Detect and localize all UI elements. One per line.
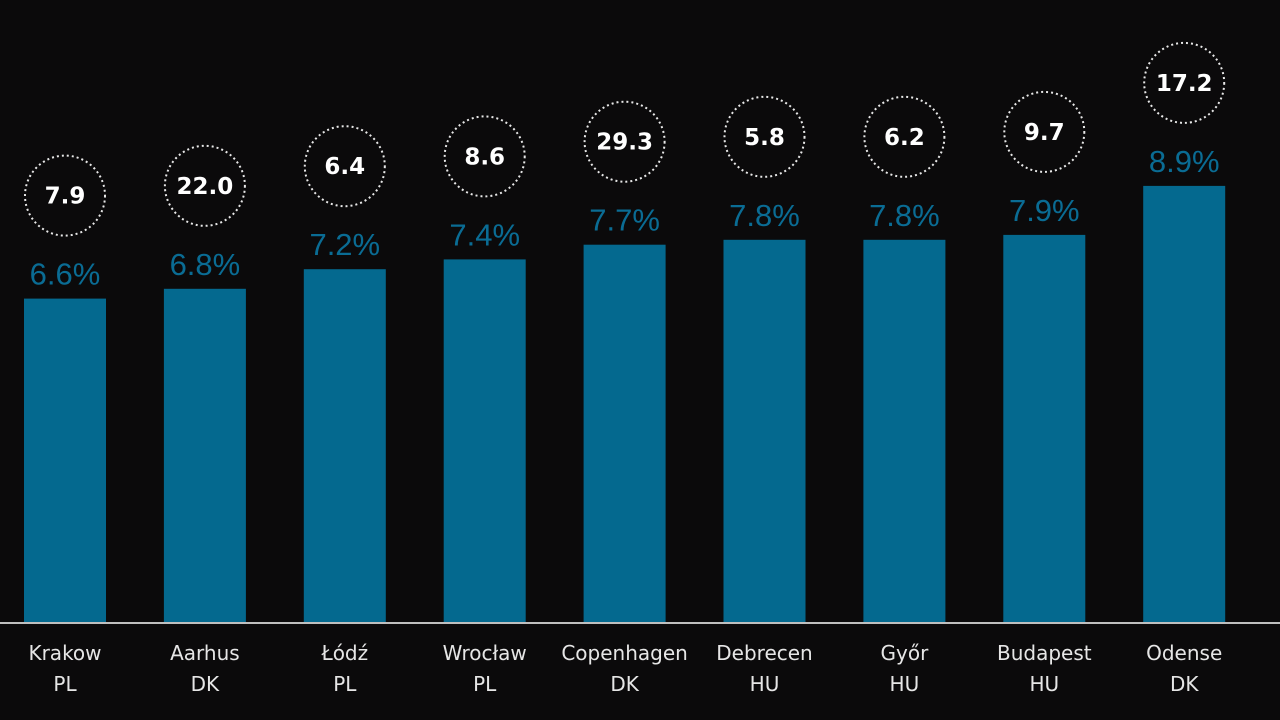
category-label-city: Krakow bbox=[28, 641, 101, 665]
bar bbox=[24, 298, 106, 622]
bar bbox=[443, 259, 526, 622]
category-label-city: Debrecen bbox=[716, 641, 812, 665]
data-label: 6.6% bbox=[30, 257, 101, 292]
badge-circle bbox=[863, 95, 946, 178]
bar bbox=[863, 239, 946, 623]
bar bbox=[723, 239, 806, 623]
badge-circle bbox=[303, 125, 386, 208]
category-label-city: Budapest bbox=[997, 641, 1092, 665]
badge-value: 22.0 bbox=[177, 174, 234, 200]
badge-circle bbox=[1003, 90, 1086, 173]
badge-circle bbox=[443, 115, 526, 198]
badge-value: 7.9 bbox=[45, 184, 86, 210]
badge-value: 6.4 bbox=[324, 154, 365, 180]
data-label: 7.4% bbox=[449, 217, 520, 252]
badge-value: 9.7 bbox=[1024, 120, 1065, 146]
category-label-city: Odense bbox=[1146, 641, 1222, 665]
category-label-country: PL bbox=[473, 672, 497, 696]
category-label-country: PL bbox=[53, 672, 77, 696]
category-label-country: HU bbox=[890, 672, 920, 696]
badge-value: 17.2 bbox=[1156, 71, 1213, 97]
category-label-city: Győr bbox=[881, 641, 930, 665]
badge-value: 29.3 bbox=[596, 130, 653, 156]
category-label-country: HU bbox=[1029, 672, 1059, 696]
bar bbox=[1143, 185, 1226, 622]
category-label-country: DK bbox=[1170, 672, 1199, 696]
bar bbox=[303, 269, 386, 622]
badge-circle bbox=[24, 154, 106, 237]
data-label: 7.2% bbox=[309, 227, 380, 262]
data-label: 7.9% bbox=[1009, 193, 1080, 228]
badge-circle bbox=[163, 144, 246, 227]
bar bbox=[583, 244, 666, 622]
badge-value: 8.6 bbox=[464, 144, 505, 170]
data-label: 7.8% bbox=[869, 198, 940, 233]
data-label: 6.8% bbox=[170, 247, 241, 282]
data-label: 7.7% bbox=[589, 203, 660, 238]
data-label: 8.9% bbox=[1149, 144, 1220, 179]
badge-value: 5.8 bbox=[744, 125, 785, 151]
badge-circle bbox=[723, 95, 806, 178]
badge-circle bbox=[583, 100, 666, 183]
category-label-country: HU bbox=[750, 672, 780, 696]
badge-circle bbox=[1143, 41, 1226, 124]
category-label-city: Copenhagen bbox=[561, 641, 687, 665]
bar bbox=[1003, 234, 1086, 622]
bar bbox=[163, 288, 246, 622]
category-label-country: DK bbox=[610, 672, 639, 696]
badge-value: 6.2 bbox=[884, 125, 925, 151]
data-label: 7.8% bbox=[729, 198, 800, 233]
category-label-city: Wrocław bbox=[443, 641, 527, 665]
category-label-country: DK bbox=[191, 672, 220, 696]
category-label-city: Aarhus bbox=[170, 641, 240, 665]
category-label-country: PL bbox=[333, 672, 357, 696]
category-label-city: Łódź bbox=[320, 641, 368, 665]
